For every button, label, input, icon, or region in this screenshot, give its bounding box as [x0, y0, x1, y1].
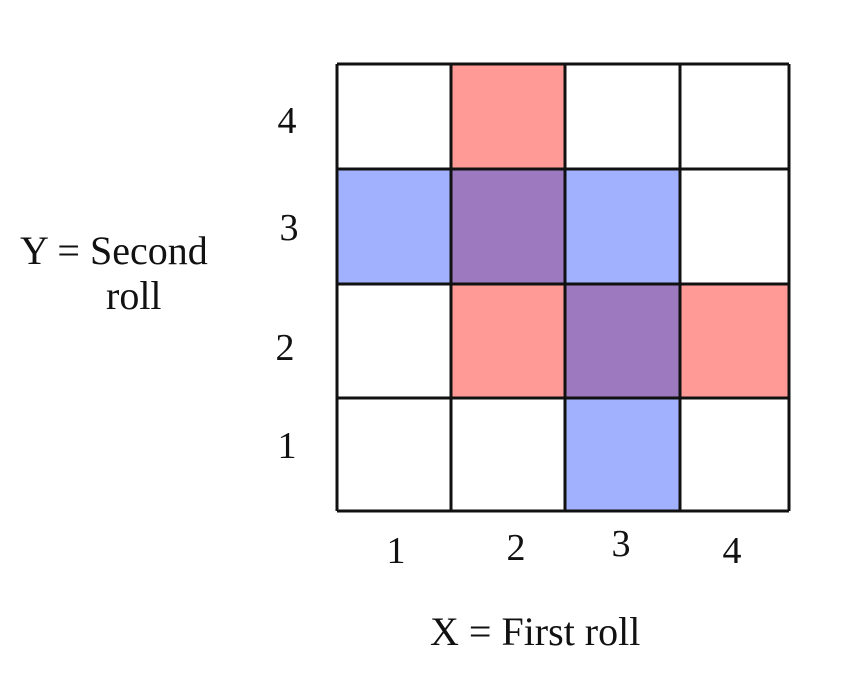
cell-both-x2-y3	[451, 169, 565, 284]
x-tick-label-2: 2	[507, 527, 526, 569]
cell-blue-x1-y3	[337, 169, 451, 284]
cell-red-x4-y2	[680, 284, 789, 398]
y-tick-label-3: 3	[280, 207, 299, 249]
x-tick-label-1: 1	[387, 530, 406, 572]
x-tick-label-3: 3	[612, 523, 631, 565]
cell-red-x2-y2	[451, 284, 565, 398]
y-axis-label-line2: roll	[106, 273, 162, 318]
y-tick-label-2: 2	[276, 327, 295, 369]
x-tick-labels: 1 2 3 4	[387, 523, 742, 572]
cells-layer	[337, 64, 789, 511]
grid-lines	[335, 62, 791, 513]
cell-red-x2-y4	[451, 64, 565, 169]
cell-blue-x3-y1	[565, 398, 680, 511]
y-tick-labels: 1 2 3 4	[276, 100, 299, 467]
x-axis-label: X = First roll	[430, 609, 640, 654]
y-axis-label-line1: Y = Second	[20, 228, 208, 273]
cell-blue-x3-y3	[565, 169, 680, 284]
x-tick-label-4: 4	[723, 530, 742, 572]
y-tick-label-1: 1	[278, 425, 297, 467]
y-tick-label-4: 4	[278, 100, 297, 142]
cell-both-x3-y2	[565, 284, 680, 398]
